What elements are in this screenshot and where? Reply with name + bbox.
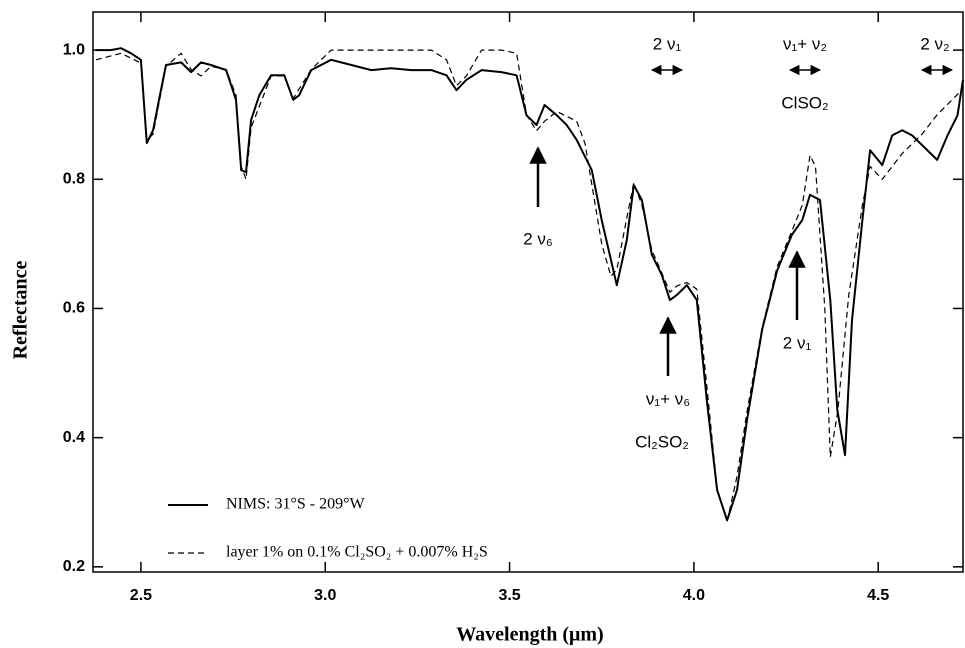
- y-tick-label: 0.2: [63, 558, 85, 575]
- annotation: ν₁+ ν₆: [646, 389, 690, 408]
- annotation: 2 ν₁: [653, 34, 682, 53]
- x-tick-label: 2.5: [130, 587, 152, 604]
- y-axis-label: Reflectance: [10, 260, 32, 359]
- x-tick-label: 3.0: [314, 587, 336, 604]
- y-tick-label: 0.6: [63, 300, 85, 317]
- x-tick-label: 4.5: [867, 587, 889, 604]
- x-axis-label: Wavelength (μm): [456, 624, 603, 646]
- y-tick-label: 1.0: [63, 41, 85, 58]
- y-tick-label: 0.4: [63, 429, 85, 446]
- legend-label: NIMS: 31°S - 209°W: [226, 496, 365, 513]
- annotation: ClSO₂: [781, 93, 828, 112]
- data-line: [95, 49, 964, 523]
- annotation: 2 ν₆: [523, 229, 553, 248]
- plot-frame: [92, 11, 964, 573]
- annotation: Cl₂SO₂: [635, 432, 689, 451]
- data-line: [95, 47, 964, 522]
- annotation: 2 ν₂: [920, 34, 949, 53]
- x-tick-label: 4.0: [683, 587, 705, 604]
- annotation: ν₁+ ν₂: [783, 34, 827, 53]
- annotation: 2 ν₁: [783, 333, 812, 352]
- x-tick-label: 3.5: [498, 587, 520, 604]
- legend-label: layer 1% on 0.1% Cl₂SO₂ + 0.007% H₂S: [226, 544, 488, 561]
- y-tick-label: 0.8: [63, 171, 85, 188]
